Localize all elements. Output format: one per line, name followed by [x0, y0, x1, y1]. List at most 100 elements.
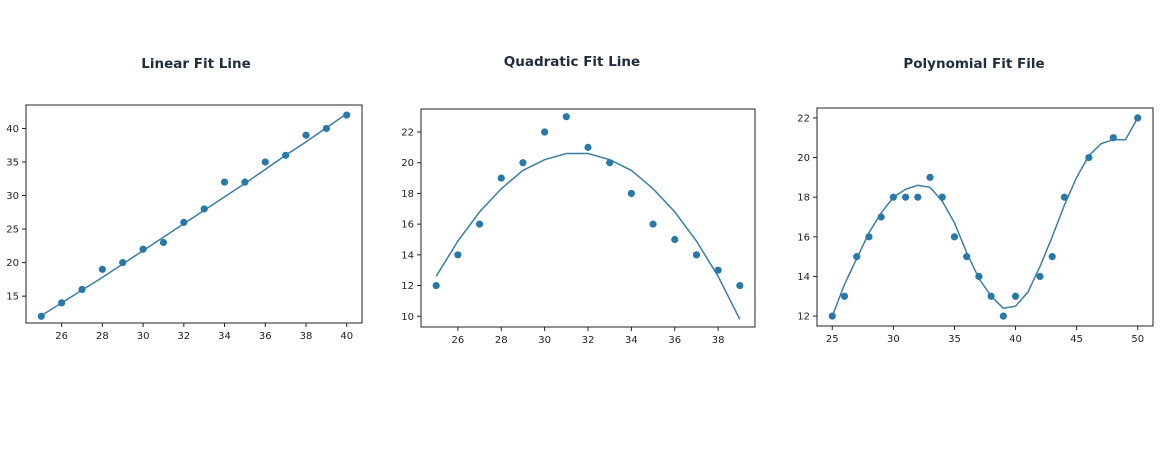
scatter-point [584, 143, 592, 151]
scatter-point [302, 131, 310, 139]
x-tick-label: 40 [340, 331, 353, 342]
x-tick-label: 50 [1131, 334, 1144, 345]
y-tick-label: 18 [797, 193, 810, 204]
scatter-point [914, 193, 922, 201]
scatter-point [432, 281, 440, 290]
x-tick-label: 34 [218, 331, 231, 342]
x-tick-label: 38 [712, 335, 725, 346]
scatter-point [987, 292, 995, 300]
x-tick-label: 36 [259, 331, 272, 342]
plot-frame-polynomial [816, 107, 1154, 327]
y-tick-label: 16 [401, 220, 414, 231]
scatter-point [649, 220, 657, 228]
y-tick-label: 22 [797, 113, 810, 124]
chart-title-quadratic: Quadratic Fit Line [503, 54, 641, 70]
scatter-point [606, 159, 614, 167]
y-tick-label: 12 [401, 281, 414, 292]
y-tick-label: 12 [797, 312, 810, 323]
fit-line-quadratic [435, 152, 741, 320]
x-tick-label: 30 [137, 331, 150, 342]
x-tick-label: 34 [625, 335, 638, 346]
y-tick-label: 20 [797, 153, 810, 164]
scatter-point [200, 205, 208, 213]
y-tick-label: 15 [6, 292, 19, 303]
scatter-point [541, 128, 549, 136]
scatter-point [1036, 272, 1044, 281]
x-tick-label: 40 [1009, 334, 1022, 345]
scatter-point [159, 238, 168, 247]
scatter-point [1109, 134, 1117, 142]
scatter-point [627, 189, 635, 198]
scatter-point [889, 193, 897, 201]
scatter-point [37, 312, 45, 320]
scatter-point [853, 253, 861, 261]
plot-frame-linear [25, 104, 363, 324]
x-tick-label: 35 [948, 334, 961, 345]
fit-line-linear [40, 113, 348, 317]
scatter-point [1011, 292, 1020, 300]
scatter-point [926, 173, 934, 181]
scatter-point [1060, 193, 1069, 201]
scatter-point [454, 251, 462, 259]
scatter-point [475, 220, 484, 228]
scatter-point [950, 233, 959, 241]
scatter-point [1134, 114, 1142, 122]
scatter-point [139, 245, 147, 253]
scatter-point [865, 233, 873, 241]
scatter-point [840, 292, 849, 300]
scatter-point [1085, 153, 1093, 162]
chart-quadratic: 26 28 30 32 34 36 38 10 12 14 16 18 20 22 [401, 108, 756, 346]
y-tick-label: 22 [401, 128, 414, 139]
scatter-point [119, 259, 127, 267]
y-tick-label: 16 [797, 232, 810, 243]
chart-linear: 26 28 30 32 34 36 38 40 15 20 25 30 35 40 [6, 104, 363, 342]
x-tick-label: 30 [538, 335, 551, 346]
y-tick-label: 20 [401, 158, 414, 169]
chart-title-polynomial: Polynomial Fit File [903, 56, 1045, 72]
x-tick-label: 25 [826, 334, 839, 345]
chart-title-linear: Linear Fit Line [141, 56, 251, 72]
y-tick-label: 20 [6, 258, 19, 269]
x-tick-label: 30 [887, 334, 900, 345]
scatter-point [241, 178, 249, 186]
scatter-point [78, 285, 86, 294]
x-tick-label: 45 [1070, 334, 1083, 345]
y-tick-label: 30 [6, 191, 19, 202]
scatter-point [901, 193, 910, 201]
scatter-point [519, 159, 527, 167]
scatter-point [692, 251, 701, 259]
chart-polynomial: 25 30 35 40 45 50 12 14 16 18 20 22 [797, 107, 1154, 345]
scatter-point [180, 218, 188, 226]
y-tick-label: 40 [6, 124, 19, 135]
x-tick-label: 32 [177, 331, 190, 342]
scatter-point [322, 124, 330, 133]
scatter-point [343, 111, 351, 119]
x-tick-label: 32 [582, 335, 595, 346]
y-tick-label: 18 [401, 189, 414, 200]
y-tick-label: 25 [6, 225, 19, 236]
x-tick-label: 26 [452, 335, 465, 346]
scatter-point [714, 266, 722, 274]
y-tick-label: 14 [797, 272, 810, 283]
y-tick-label: 14 [401, 250, 414, 261]
scatter-point [963, 253, 971, 261]
scatter-point [282, 151, 290, 159]
scatter-point [671, 235, 679, 244]
scatter-point [877, 213, 885, 221]
scatter-point [220, 178, 229, 186]
scatter-point [497, 174, 505, 182]
scatter-point [58, 299, 66, 307]
scatter-point [261, 158, 269, 166]
plot-frame-quadratic [420, 108, 756, 328]
scatter-point [1048, 253, 1056, 261]
x-tick-label: 28 [495, 335, 508, 346]
y-tick-label: 35 [6, 158, 19, 169]
scatter-point [98, 265, 106, 273]
scatter-point [938, 193, 946, 201]
scatter-point [736, 281, 744, 290]
scatter-point [562, 113, 570, 121]
x-tick-label: 38 [300, 331, 313, 342]
scatter-point [828, 312, 836, 320]
x-tick-label: 26 [55, 331, 68, 342]
